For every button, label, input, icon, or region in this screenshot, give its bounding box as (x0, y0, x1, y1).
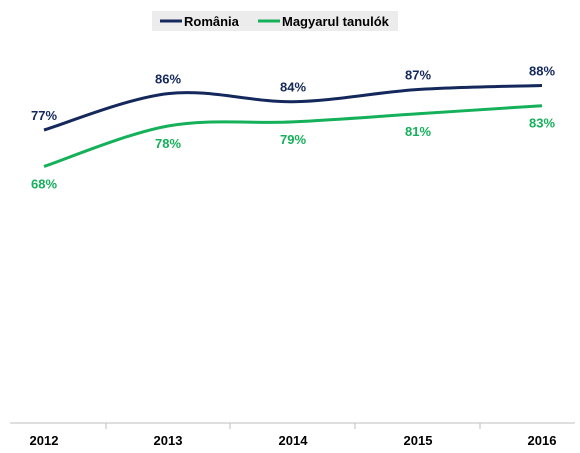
x-tick-label-2014: 2014 (279, 433, 309, 448)
data-label-romania-2014: 84% (280, 80, 306, 95)
x-tick-label-2016: 2016 (528, 433, 557, 448)
x-tick-label-2015: 2015 (404, 433, 433, 448)
data-label-magyarul-tanulok-2013: 78% (155, 136, 181, 151)
data-label-magyarul-tanulok-2016: 83% (529, 116, 555, 131)
data-label-romania-2015: 87% (405, 68, 431, 83)
x-axis-ticks (105, 423, 481, 429)
data-label-romania-2013: 86% (155, 72, 181, 87)
series-line-magyarul-tanulok (43, 104, 543, 168)
legend: România Magyarul tanulók (152, 11, 398, 31)
data-label-romania-2016: 88% (529, 64, 555, 79)
data-labels: 77% 86% 84% 87% 88% 68% 78% 79% 81% 83% (31, 64, 555, 192)
data-label-magyarul-tanulok-2012: 68% (31, 176, 57, 191)
series-lines (43, 84, 543, 168)
x-axis-labels: 2012 2013 2014 2015 2016 (30, 433, 557, 448)
legend-label-romania: România (184, 14, 240, 29)
x-tick-label-2012: 2012 (30, 433, 59, 448)
data-label-magyarul-tanulok-2015: 81% (405, 124, 431, 139)
legend-label-magyarul-tanulok: Magyarul tanulók (282, 14, 390, 29)
x-tick-label-2013: 2013 (154, 433, 183, 448)
series-line-romania (43, 84, 543, 132)
data-label-romania-2012: 77% (31, 108, 57, 123)
data-label-magyarul-tanulok-2014: 79% (280, 132, 306, 147)
